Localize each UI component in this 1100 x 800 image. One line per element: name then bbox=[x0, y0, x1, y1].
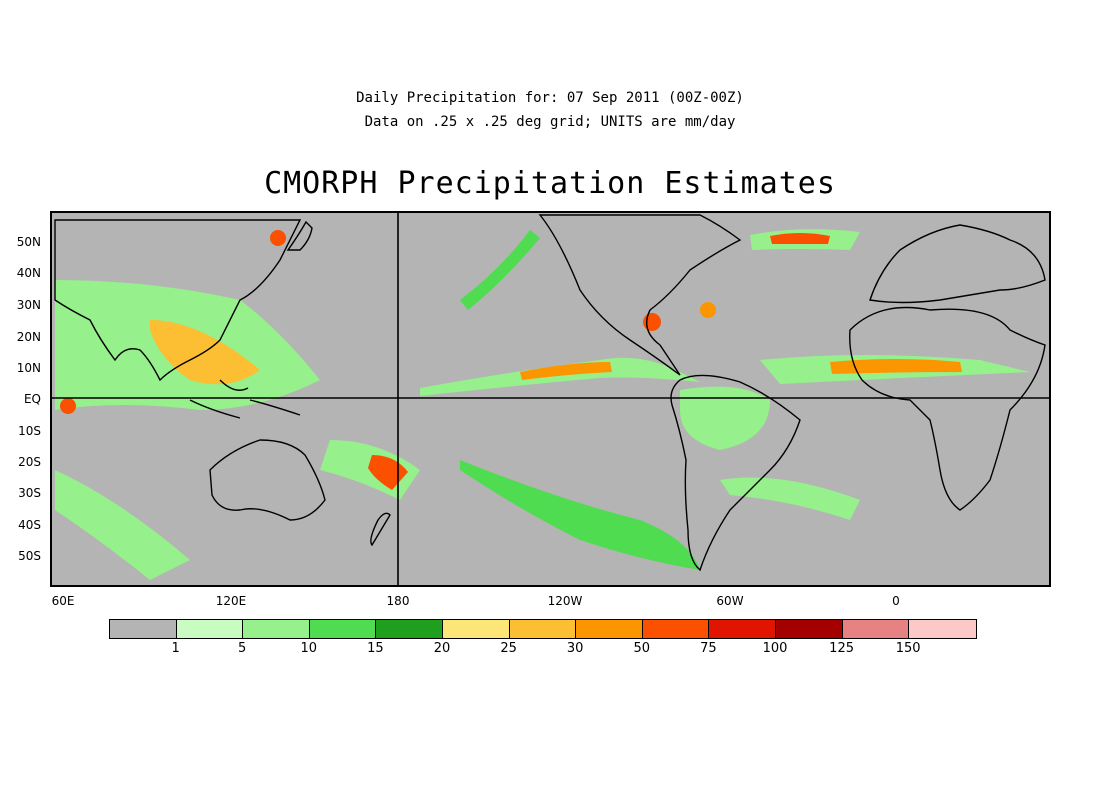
precip-southern-pacific-band bbox=[460, 460, 700, 570]
colorbar-label-2: 10 bbox=[300, 641, 318, 656]
precip-south-indian-band bbox=[55, 470, 190, 580]
precip-north-atlantic-core bbox=[770, 233, 830, 244]
colorbar-label-10: 125 bbox=[829, 641, 854, 656]
colorbar-bin-8 bbox=[642, 620, 710, 638]
precip-japan-storm bbox=[270, 230, 286, 246]
lat-label-eq: EQ bbox=[23, 392, 41, 406]
map-axes bbox=[50, 211, 1051, 587]
lon-label-120e: 120E bbox=[215, 594, 247, 608]
coast-africa bbox=[849, 306, 1046, 511]
lat-label-10s: 10S bbox=[18, 424, 41, 438]
colorbar-label-8: 75 bbox=[700, 641, 717, 656]
lat-label-40n: 40N bbox=[16, 266, 41, 280]
colorbar bbox=[109, 619, 977, 639]
colorbar-bin-1 bbox=[176, 620, 244, 638]
colorbar-bin-7 bbox=[576, 620, 643, 638]
lat-label-10n: 10N bbox=[16, 361, 41, 375]
lat-label-20s: 20S bbox=[18, 455, 41, 469]
colorbar-bin-5 bbox=[442, 620, 510, 638]
map-subtitle-date: Daily Precipitation for: 07 Sep 2011 (00… bbox=[356, 90, 744, 106]
lon-label-0: 0 bbox=[892, 594, 900, 608]
colorbar-label-11: 150 bbox=[895, 641, 921, 656]
coast-australia bbox=[209, 439, 326, 521]
coast-europe bbox=[869, 224, 1046, 304]
precip-gulf-storm bbox=[643, 313, 661, 331]
lon-label-180: 180 bbox=[386, 594, 410, 608]
precip-amazon bbox=[680, 386, 770, 450]
colorbar-label-6: 30 bbox=[566, 641, 584, 656]
colorbar-bin-10 bbox=[775, 620, 843, 638]
colorbar-label-9: 100 bbox=[762, 641, 788, 656]
coast-indonesia bbox=[189, 379, 301, 419]
lat-label-50s: 50S bbox=[18, 549, 41, 563]
colorbar-bin-11 bbox=[842, 620, 910, 638]
colorbar-label-7: 50 bbox=[633, 641, 651, 656]
map-title: CMORPH Precipitation Estimates bbox=[264, 166, 836, 201]
colorbar-label-0: 1 bbox=[171, 641, 180, 656]
precip-itcz-atlantic-core bbox=[830, 359, 962, 374]
coastlines bbox=[54, 214, 1046, 572]
coast-japan bbox=[286, 220, 313, 251]
colorbar-bin-2 bbox=[243, 620, 310, 638]
map-subtitle-grid: Data on .25 x .25 deg grid; UNITS are mm… bbox=[364, 114, 736, 130]
precip-indian-ocean-storm bbox=[60, 398, 76, 414]
precip-atlantic-storm bbox=[700, 302, 716, 318]
lon-label-120w: 120W bbox=[547, 594, 583, 608]
coast-asia bbox=[54, 219, 302, 382]
coast-new-zealand bbox=[370, 512, 391, 547]
map-frame bbox=[50, 211, 1051, 587]
lat-label-30s: 30S bbox=[18, 486, 41, 500]
lon-label-60e: 60E bbox=[51, 594, 75, 608]
colorbar-label-3: 15 bbox=[367, 641, 384, 656]
colorbar-bin-4 bbox=[376, 620, 443, 638]
precip-south-atlantic-band bbox=[720, 477, 860, 520]
precip-north-pacific-band bbox=[460, 230, 540, 310]
precip-itcz-pacific bbox=[420, 357, 700, 396]
lat-label-30n: 30N bbox=[16, 298, 41, 312]
lat-label-20n: 20N bbox=[16, 330, 41, 344]
colorbar-label-5: 25 bbox=[500, 641, 517, 656]
precip-itcz-pacific-core bbox=[520, 362, 612, 380]
colorbar-bin-9 bbox=[709, 620, 776, 638]
colorbar-bin-12 bbox=[909, 620, 976, 638]
coast-north-america bbox=[538, 214, 742, 376]
colorbar-bin-0 bbox=[110, 620, 177, 638]
lat-label-50n: 50N bbox=[16, 235, 41, 249]
colorbar-label-4: 20 bbox=[433, 641, 451, 656]
colorbar-label-1: 5 bbox=[238, 641, 247, 656]
colorbar-bin-6 bbox=[509, 620, 577, 638]
lat-label-40s: 40S bbox=[18, 518, 41, 532]
colorbar-bin-3 bbox=[309, 620, 377, 638]
lon-label-60w: 60W bbox=[716, 594, 744, 608]
